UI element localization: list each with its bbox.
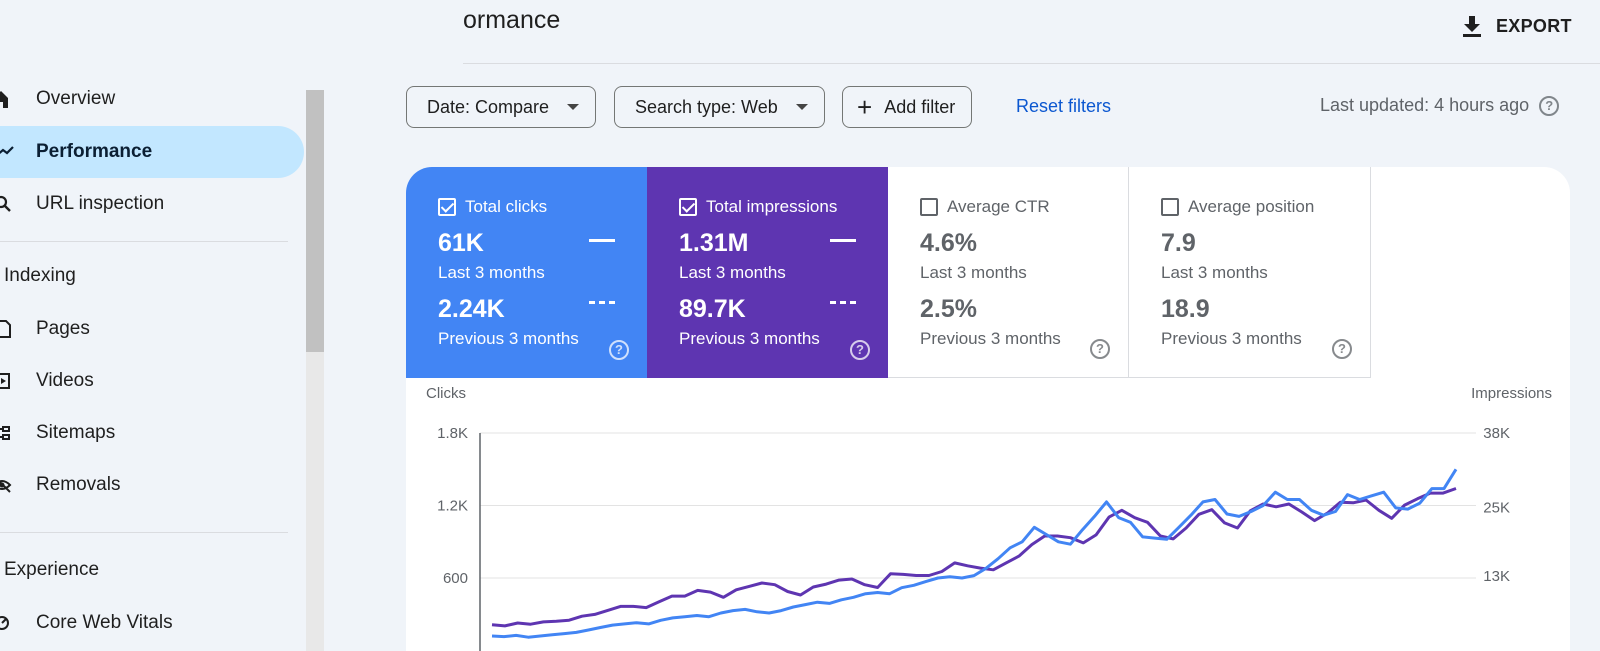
page-title: ormance <box>463 6 561 34</box>
sidebar-section-indexing: Indexing <box>4 265 76 286</box>
right-tick-label: 25K <box>1483 499 1510 516</box>
add-filter-label: Add filter <box>884 96 956 117</box>
sidebar-item-label: Videos <box>36 370 94 391</box>
help-icon[interactable]: ? <box>850 340 870 360</box>
pages-icon <box>0 303 36 355</box>
sidebar-item-label: URL inspection <box>36 193 165 214</box>
sidebar-item-core-web-vitals[interactable]: Core Web Vitals <box>0 597 304 649</box>
sidebar-item-videos[interactable]: Videos <box>0 355 304 407</box>
metric-value: 1.31M <box>679 229 749 257</box>
sidebar-scrollbar-thumb[interactable] <box>306 90 324 352</box>
metric-total-clicks[interactable]: Total clicks 61K Last 3 months 2.24K Pre… <box>406 167 647 378</box>
left-axis-title: Clicks <box>426 385 466 402</box>
metric-value: 4.6% <box>920 229 977 257</box>
right-tick-label: 38K <box>1483 425 1510 442</box>
search-type-label: Search type: Web <box>635 96 778 117</box>
sidebar-item-sitemaps[interactable]: Sitemaps <box>0 407 304 459</box>
metric-total-impressions[interactable]: Total impressions 1.31M Last 3 months 89… <box>647 167 888 378</box>
metric-label: Total impressions <box>706 197 838 216</box>
add-filter-button[interactable]: + Add filter <box>842 86 973 128</box>
performance-chart[interactable]: Clicks Impressions 1.8K 1.2K 600 38K 25K 13K <box>406 378 1570 651</box>
right-tick-label: 13K <box>1483 568 1510 585</box>
checkbox-checked-icon[interactable] <box>438 198 456 216</box>
right-axis-title: Impressions <box>1471 385 1552 402</box>
trending-up-icon <box>0 126 36 178</box>
metric-period: Last 3 months <box>438 263 545 282</box>
metric-value: 7.9 <box>1161 229 1196 257</box>
metric-value: 61K <box>438 229 484 257</box>
metric-prev-period: Previous 3 months <box>1161 329 1302 348</box>
export-label: EXPORT <box>1496 15 1572 36</box>
sidebar-item-url-inspection[interactable]: URL inspection <box>0 178 304 230</box>
sidebar-item-performance[interactable]: Performance <box>0 126 304 178</box>
sidebar-item-label: Core Web Vitals <box>36 612 173 633</box>
sidebar-section-experience: Experience <box>4 559 100 580</box>
export-button[interactable]: EXPORT <box>1462 6 1572 46</box>
gauge-icon <box>0 597 36 649</box>
metric-label: Total clicks <box>465 197 548 216</box>
sidebar-divider <box>0 241 288 242</box>
help-icon[interactable]: ? <box>1539 95 1560 116</box>
metric-prev-period: Previous 3 months <box>438 329 579 348</box>
metric-period: Last 3 months <box>920 263 1027 282</box>
help-icon[interactable]: ? <box>609 340 629 360</box>
sidebar-item-label: Performance <box>36 141 153 162</box>
last-updated: Last updated: 4 hours ago ? <box>1320 95 1560 116</box>
checkbox-checked-icon[interactable] <box>679 198 697 216</box>
date-filter-label: Date: Compare <box>427 96 550 117</box>
caret-down-icon <box>795 104 808 110</box>
legend-dashed-line <box>589 301 615 304</box>
search-type-chip[interactable]: Search type: Web <box>614 86 825 128</box>
download-icon <box>1463 16 1481 37</box>
sidebar-item-removals[interactable]: Removals <box>0 459 304 511</box>
home-icon <box>0 73 36 125</box>
sidebar: Overview Performance URL inspection Inde… <box>0 0 305 651</box>
sidebar-item-label: Overview <box>36 88 116 109</box>
metric-prev-period: Previous 3 months <box>679 329 820 348</box>
metric-label: Average CTR <box>947 197 1050 216</box>
checkbox-unchecked-icon[interactable] <box>1161 198 1179 216</box>
metric-average-ctr[interactable]: Average CTR 4.6% Last 3 months 2.5% Prev… <box>888 167 1129 378</box>
sidebar-item-label: Pages <box>36 318 90 339</box>
left-tick-label: 1.2K <box>437 498 468 515</box>
metric-prev-value: 2.5% <box>920 295 977 323</box>
eye-off-icon <box>0 459 36 511</box>
video-icon <box>0 355 36 407</box>
last-updated-text: Last updated: 4 hours ago <box>1320 95 1530 115</box>
sitemap-icon <box>0 407 36 459</box>
metric-prev-value: 89.7K <box>679 295 746 323</box>
sidebar-item-label: Sitemaps <box>36 422 116 443</box>
sidebar-item-label: Removals <box>36 474 121 495</box>
sidebar-divider <box>0 532 288 533</box>
metric-prev-value: 18.9 <box>1161 295 1210 323</box>
legend-dashed-line <box>830 301 856 304</box>
header-divider <box>463 63 1600 64</box>
checkbox-unchecked-icon[interactable] <box>920 198 938 216</box>
sidebar-item-pages[interactable]: Pages <box>0 303 304 355</box>
sidebar-item-overview[interactable]: Overview <box>0 73 304 125</box>
date-filter-chip[interactable]: Date: Compare <box>406 86 597 128</box>
metric-label: Average position <box>1188 197 1315 216</box>
metric-average-position[interactable]: Average position 7.9 Last 3 months 18.9 … <box>1129 167 1371 378</box>
impressions-series-line[interactable] <box>491 487 1457 628</box>
reset-filters-link[interactable]: Reset filters <box>1016 96 1112 116</box>
help-icon[interactable]: ? <box>1332 339 1352 359</box>
legend-solid-line <box>830 239 856 242</box>
left-tick-label: 600 <box>443 570 468 587</box>
plus-icon: + <box>857 92 873 122</box>
help-icon[interactable]: ? <box>1090 339 1110 359</box>
metric-period: Last 3 months <box>1161 263 1268 282</box>
clicks-series-line[interactable] <box>491 468 1458 639</box>
metric-prev-period: Previous 3 months <box>920 329 1061 348</box>
metric-prev-value: 2.24K <box>438 295 505 323</box>
legend-solid-line <box>589 239 615 242</box>
performance-card: Total clicks 61K Last 3 months 2.24K Pre… <box>406 167 1570 651</box>
left-tick-label: 1.8K <box>437 425 468 442</box>
search-icon <box>0 178 36 230</box>
caret-down-icon <box>567 104 580 110</box>
metric-period: Last 3 months <box>679 263 786 282</box>
